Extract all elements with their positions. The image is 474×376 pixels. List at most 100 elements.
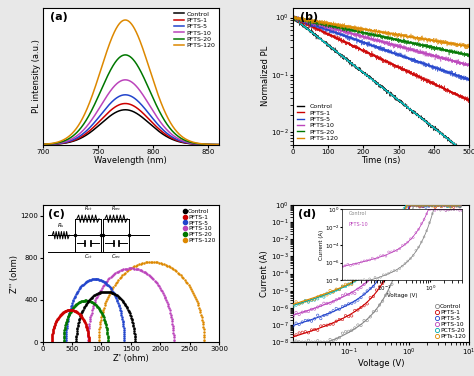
PFTS-10 <box>295 311 303 317</box>
PFTS-10 <box>170 324 175 328</box>
PFTS-10 <box>441 203 448 209</box>
PCTS-20 <box>447 203 455 209</box>
PFTS-10 <box>348 290 356 296</box>
PCTS-20 <box>450 202 457 208</box>
PFTS-1 <box>394 246 402 252</box>
Control <box>212 143 218 147</box>
Control <box>40 142 46 147</box>
PFTS-20 <box>105 340 111 344</box>
PFTS-20 <box>185 139 191 144</box>
Y-axis label: Current (A): Current (A) <box>261 250 270 297</box>
PFTS-20 <box>145 84 151 89</box>
PCTS-20 <box>370 263 377 269</box>
PFTS-5 <box>444 202 451 208</box>
PFTS-10 <box>401 211 408 217</box>
PFTS-10 <box>122 77 128 82</box>
PFTS-120 <box>185 138 191 142</box>
PFTS-1 <box>397 235 405 241</box>
PFTS-1 <box>385 270 392 276</box>
PFTS-10 <box>317 303 325 309</box>
PFTs-120 <box>431 203 439 209</box>
PFTS-1 <box>311 326 319 332</box>
Control <box>438 202 445 208</box>
PFTS-10 <box>125 78 131 82</box>
Control <box>323 339 331 345</box>
PFTs-120 <box>289 302 297 308</box>
PFTS-10 <box>96 291 102 295</box>
Text: (a): (a) <box>50 12 67 22</box>
PFTS-1 <box>342 313 349 319</box>
PFTS-5 <box>450 202 457 208</box>
PFTS-1 <box>366 295 374 301</box>
PFTS-1 <box>338 317 346 323</box>
Control <box>422 202 430 208</box>
PCTS-20 <box>305 299 312 305</box>
PFTS-10 <box>354 286 362 292</box>
PFTS-1 <box>69 308 74 312</box>
PFTS-1 <box>401 227 408 233</box>
Control <box>379 298 386 304</box>
Control <box>428 202 436 208</box>
Legend: Control, PFTS-1, PFTS-5, PFTS-10, PFTS-20, PFTS-120: Control, PFTS-1, PFTS-5, PFTS-10, PFTS-2… <box>174 11 216 49</box>
PFTs-120 <box>348 282 356 288</box>
PFTS-5 <box>366 286 374 292</box>
PCTS-20 <box>357 274 365 280</box>
Control <box>81 306 86 311</box>
PCTS-20 <box>428 202 436 208</box>
PFTS-5 <box>336 306 343 312</box>
PFTS-120 <box>105 294 111 299</box>
PFTS-10 <box>373 269 380 275</box>
Control <box>314 338 321 344</box>
Control <box>453 203 461 209</box>
Control <box>348 327 356 333</box>
PCTS-20 <box>323 290 331 296</box>
PFTS-10 <box>212 143 218 147</box>
PFTs-120 <box>357 273 365 279</box>
PFTS-10 <box>320 300 328 306</box>
Control <box>435 202 442 208</box>
PFTs-120 <box>428 203 436 209</box>
PFTS-10 <box>311 306 319 312</box>
Control <box>132 340 138 344</box>
PFTS-1 <box>86 340 91 344</box>
PFTS-10 <box>453 203 461 209</box>
PFTS-1 <box>370 293 377 299</box>
PCTS-20 <box>422 203 430 209</box>
PFTS-5 <box>317 315 325 321</box>
PFTS-5 <box>301 317 309 323</box>
PFTS-5 <box>379 271 386 277</box>
PFTS-10 <box>124 78 129 82</box>
PCTS-20 <box>425 202 433 208</box>
PFTs-120 <box>438 203 445 209</box>
PFTS-5 <box>95 277 100 281</box>
PFTS-1 <box>317 323 325 329</box>
PCTS-20 <box>401 206 408 212</box>
PFTs-120 <box>320 292 328 298</box>
PFTS-10 <box>456 202 464 208</box>
PFTs-120 <box>332 286 340 292</box>
PFTs-120 <box>305 298 312 304</box>
PCTS-20 <box>379 253 386 259</box>
PFTS-1 <box>305 330 312 336</box>
PFTS-1 <box>435 202 442 208</box>
PFTS-1 <box>40 142 46 147</box>
Control <box>447 203 455 209</box>
Control <box>360 318 368 324</box>
PFTS-10 <box>292 309 300 315</box>
PFTS-5 <box>401 220 408 226</box>
Y-axis label: Z'' (ohm): Z'' (ohm) <box>10 255 19 293</box>
PFTS-5 <box>435 203 442 209</box>
PFTS-20 <box>124 53 129 57</box>
PFTS-1 <box>216 143 222 147</box>
PFTs-120 <box>360 271 368 277</box>
PFTS-1 <box>54 318 59 323</box>
Control <box>79 311 84 316</box>
PFTS-10 <box>366 276 374 282</box>
PCTS-20 <box>348 280 356 286</box>
PFTS-1 <box>403 214 411 220</box>
PFTS-10 <box>131 266 137 271</box>
PFTS-5 <box>453 202 461 208</box>
PFTS-1 <box>49 340 55 344</box>
PFTS-120 <box>201 330 207 334</box>
Control <box>401 243 408 249</box>
